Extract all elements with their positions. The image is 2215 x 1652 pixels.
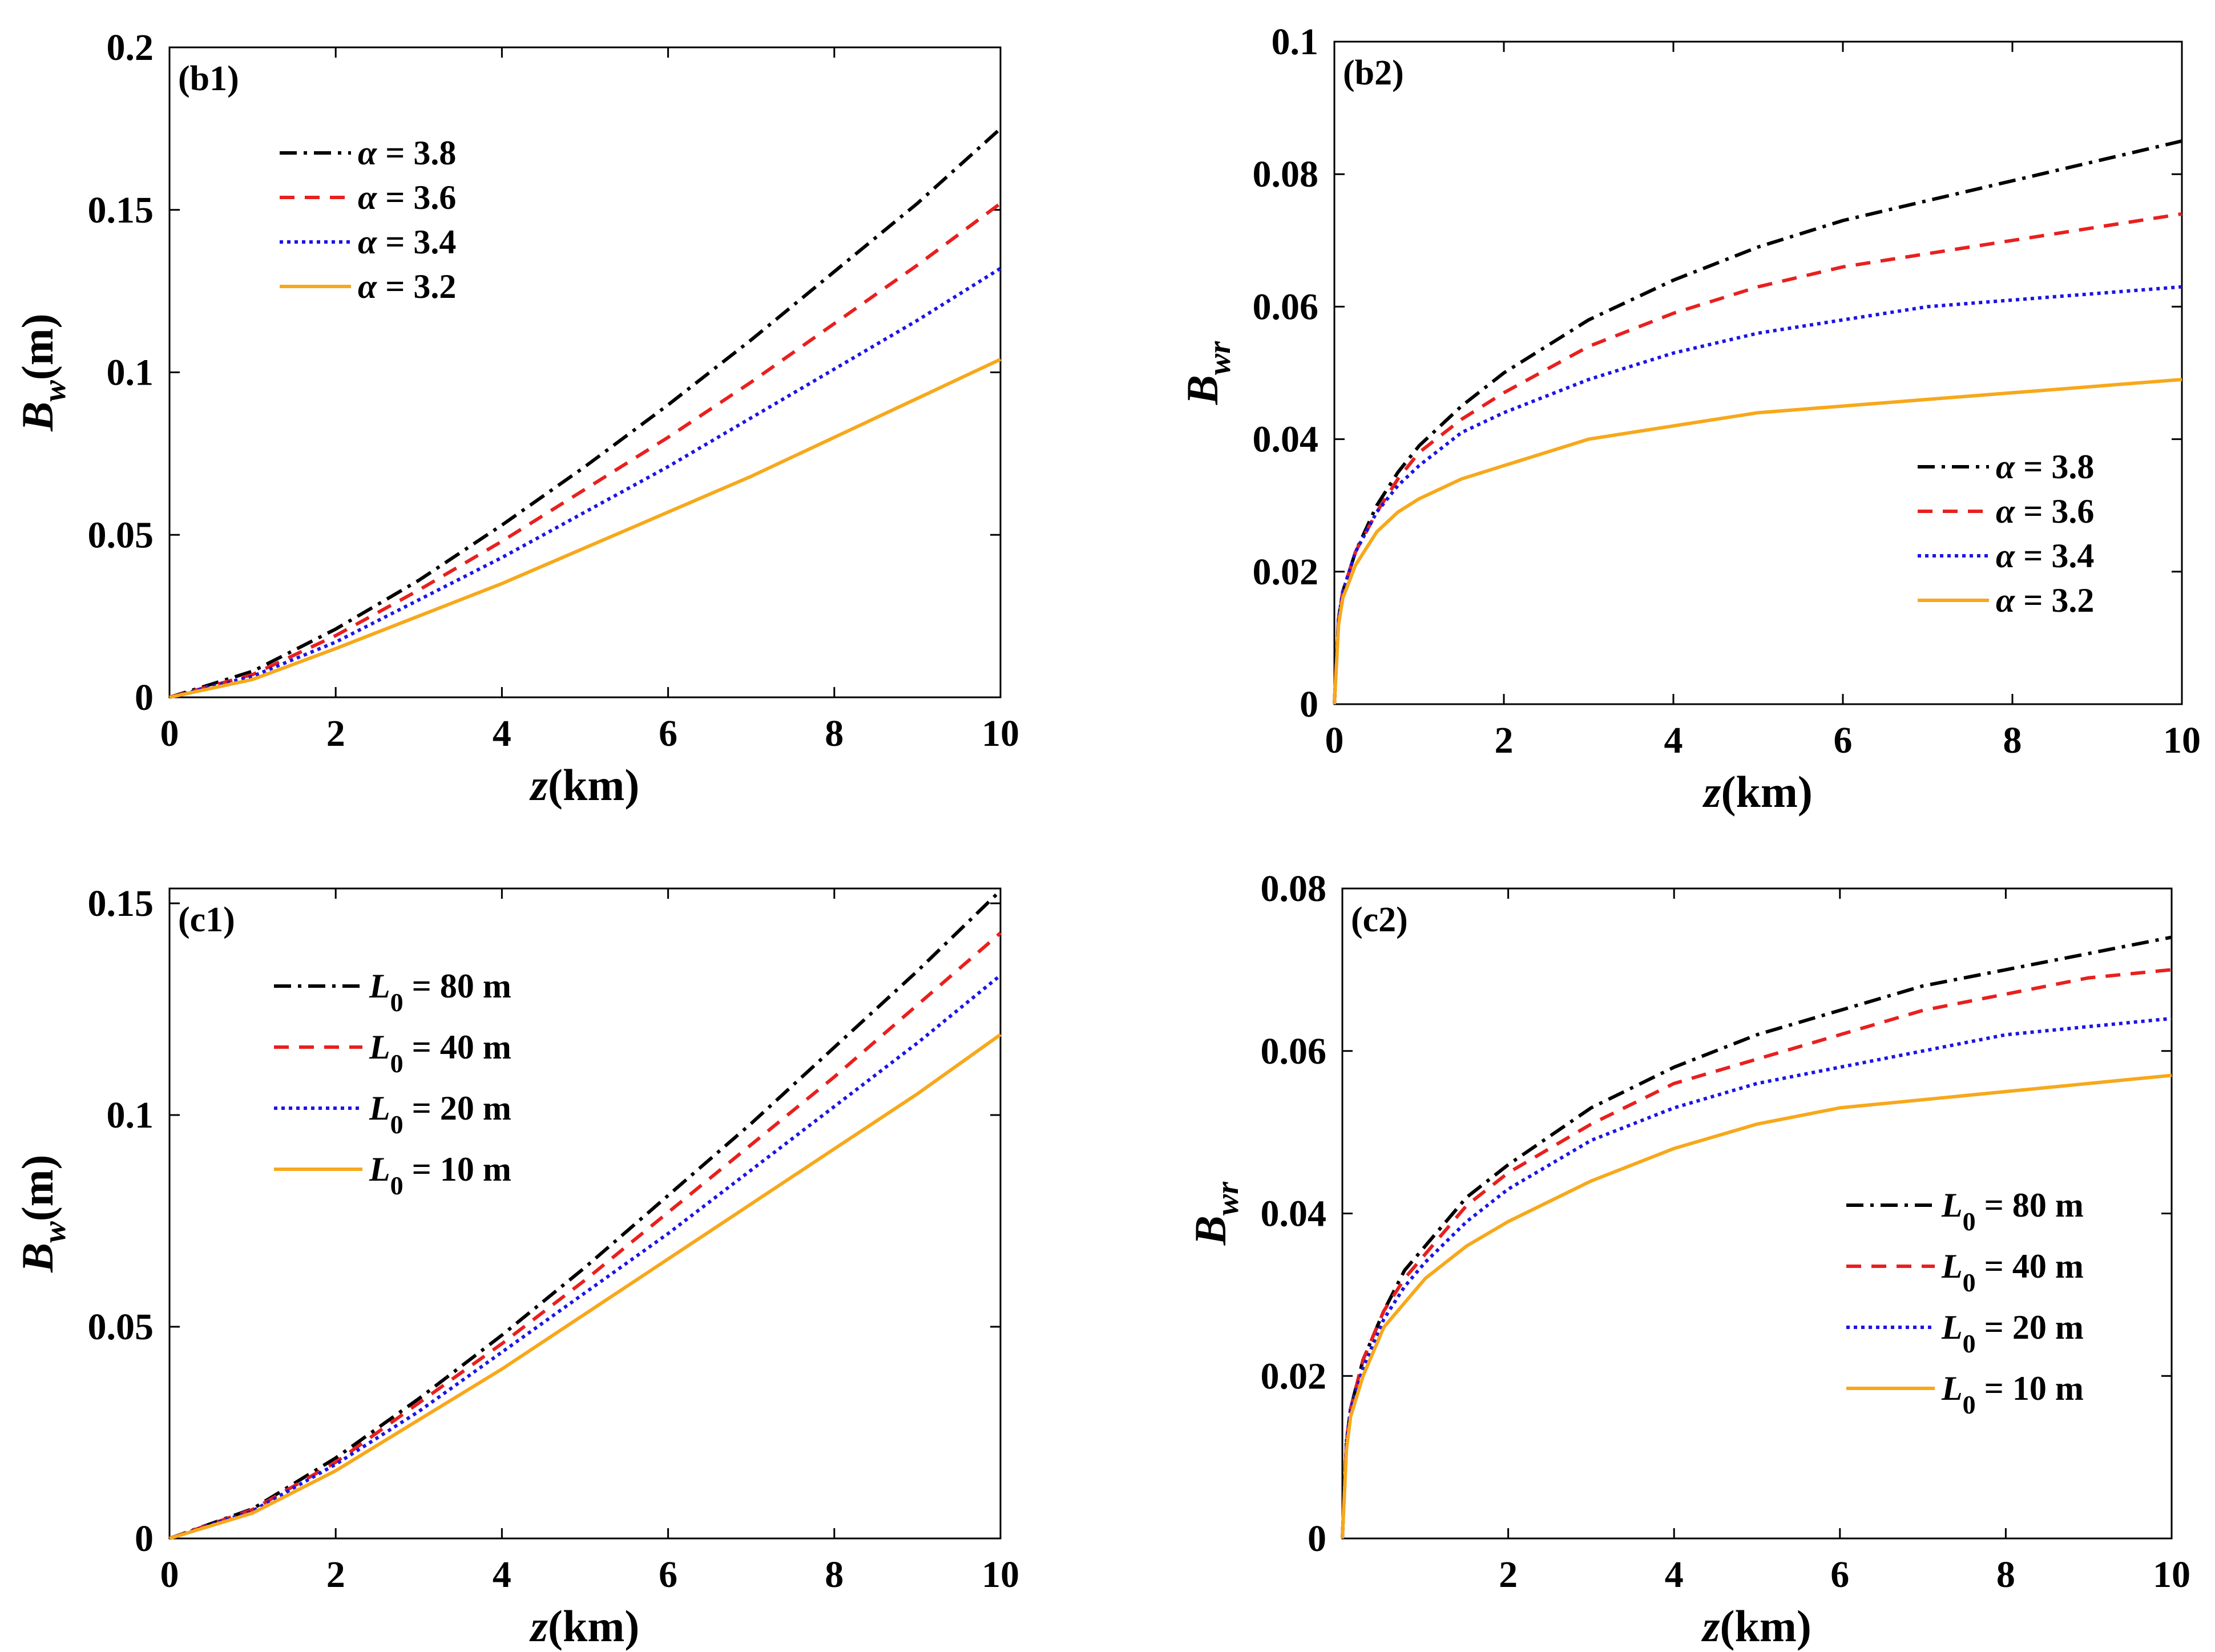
legend-entry-4: L0 = 10 m — [369, 1150, 511, 1200]
series-line-3 — [1341, 1016, 2172, 1539]
y-axis-label: Bwr — [1177, 341, 1237, 405]
x-tick-label: 2 — [326, 713, 345, 754]
y-tick-label: 0 — [135, 1518, 154, 1560]
series-line-3 — [169, 974, 1002, 1540]
x-tick-label: 10 — [2153, 1554, 2190, 1596]
y-tick-label: 0.1 — [1272, 21, 1319, 63]
legend-entry-3: α = 3.4 — [1996, 537, 2094, 575]
y-tick-label: 0 — [1308, 1518, 1326, 1560]
y-axis-label: Bwr — [1185, 1181, 1245, 1246]
legend-entry-1: L0 = 80 m — [369, 967, 511, 1017]
x-tick-label: 8 — [825, 713, 844, 754]
panel-c2: 2 4 6 8 10 0 0.02 0.04 0.06 0.08 z(km) Bwr (c2) L0 = … — [1185, 868, 2190, 1651]
legend-entry-4: α = 3.2 — [1996, 581, 2094, 619]
y-tick-label: 0.2 — [107, 27, 154, 68]
y-axis-label: Bw(m) — [13, 313, 72, 431]
x-tick-label: 6 — [1830, 1554, 1849, 1596]
x-tick-label: 0 — [1325, 720, 1344, 761]
x-axis-label: z(km) — [529, 760, 640, 810]
series-line-2 — [169, 931, 1002, 1540]
y-tick-label: 0.06 — [1261, 1031, 1327, 1072]
y-tick-label: 0.05 — [88, 514, 154, 556]
series-line-1 — [168, 889, 1002, 1540]
series-line-1 — [169, 127, 1002, 699]
y-tick-label: 0.1 — [107, 352, 154, 394]
plot-frame — [168, 887, 1002, 1540]
legend-entry-2: α = 3.6 — [1996, 492, 2094, 530]
series-line-4 — [169, 1033, 1002, 1540]
series-line-3 — [169, 266, 1002, 699]
x-tick-label: 2 — [1499, 1554, 1518, 1596]
x-tick-label: 0 — [160, 713, 179, 754]
legend-entry-3: L0 = 20 m — [1941, 1308, 2084, 1358]
y-tick-label: 0.15 — [88, 883, 154, 924]
y-tick-label: 0.04 — [1253, 419, 1319, 461]
x-tick-label: 6 — [1834, 720, 1853, 761]
plot-frame — [1333, 41, 2183, 705]
legend-entry-4: α = 3.2 — [358, 268, 456, 305]
x-tick-label: 8 — [2003, 720, 2022, 761]
x-tick-label: 10 — [982, 1554, 1019, 1596]
legend-entry-2: L0 = 40 m — [369, 1028, 511, 1078]
panel-label: (b2) — [1343, 54, 1404, 92]
x-tick-label: 4 — [493, 1554, 511, 1596]
legend-entry-1: L0 = 80 m — [1941, 1186, 2084, 1236]
legend-entry-2: α = 3.6 — [358, 179, 456, 216]
y-tick-label: 0.08 — [1261, 868, 1327, 910]
x-tick-label: 8 — [825, 1554, 844, 1596]
legend-entry-3: α = 3.4 — [358, 223, 456, 261]
y-tick-label: 0.02 — [1261, 1355, 1327, 1397]
series-line-4 — [1333, 378, 2182, 705]
series-line-4 — [1341, 1073, 2172, 1539]
panel-label: (c1) — [178, 900, 235, 939]
x-axis-label: z(km) — [529, 1601, 640, 1651]
series-line-2 — [169, 201, 1002, 699]
y-tick-label: 0.1 — [107, 1094, 154, 1136]
y-tick-label: 0 — [1300, 684, 1318, 725]
x-axis-label: z(km) — [1701, 1601, 1811, 1651]
y-tick-label: 0.02 — [1253, 551, 1319, 593]
legend-entry-1: α = 3.8 — [358, 134, 456, 172]
legend-entry-2: L0 = 40 m — [1941, 1247, 2084, 1297]
x-tick-label: 10 — [982, 713, 1019, 754]
plot-frame — [168, 46, 1002, 698]
x-tick-label: 6 — [659, 713, 677, 754]
y-tick-label: 0.15 — [88, 189, 154, 231]
series-line-1 — [1333, 139, 2182, 705]
series-line-2 — [1333, 212, 2182, 705]
x-tick-label: 4 — [1665, 1554, 1684, 1596]
x-tick-label: 0 — [160, 1554, 179, 1596]
x-tick-label: 10 — [2163, 720, 2201, 761]
y-tick-label: 0 — [135, 677, 154, 718]
y-tick-label: 0.08 — [1253, 154, 1319, 195]
x-axis-label: z(km) — [1702, 767, 1813, 817]
panel-label: (b1) — [178, 59, 239, 98]
series-line-4 — [169, 357, 1002, 699]
panel-b2: 0 2 4 6 8 10 0 0.02 0.04 0.06 0.08 0.1 z(km) Bwr (b2) α… — [1177, 21, 2201, 817]
y-tick-label: 0.04 — [1261, 1193, 1327, 1235]
legend-entry-4: L0 = 10 m — [1941, 1370, 2084, 1419]
legend-entry-3: L0 = 20 m — [369, 1089, 511, 1139]
panel-label: (c2) — [1351, 900, 1408, 939]
legend-entry-1: α = 3.8 — [1996, 448, 2094, 486]
series-line-1 — [1341, 935, 2172, 1539]
x-tick-label: 2 — [326, 1554, 345, 1596]
x-tick-label: 6 — [659, 1554, 677, 1596]
panel-c1: 0 2 4 6 8 10 0 0.05 0.1 0.15 z(km) Bw(m) (c1) L0 = 80… — [13, 883, 1019, 1651]
y-tick-label: 0.06 — [1253, 286, 1319, 328]
y-axis-label: Bw(m) — [13, 1154, 72, 1273]
x-tick-label: 4 — [1664, 720, 1683, 761]
panel-b1: 0 2 4 6 8 10 0 0.05 0.1 0.15 0.2 z(km) Bw(m) (b1) α = … — [13, 27, 1019, 810]
x-tick-label: 8 — [1996, 1554, 2015, 1596]
x-tick-label: 4 — [493, 713, 511, 754]
x-tick-label: 2 — [1495, 720, 1514, 761]
y-tick-label: 0.05 — [88, 1306, 154, 1348]
